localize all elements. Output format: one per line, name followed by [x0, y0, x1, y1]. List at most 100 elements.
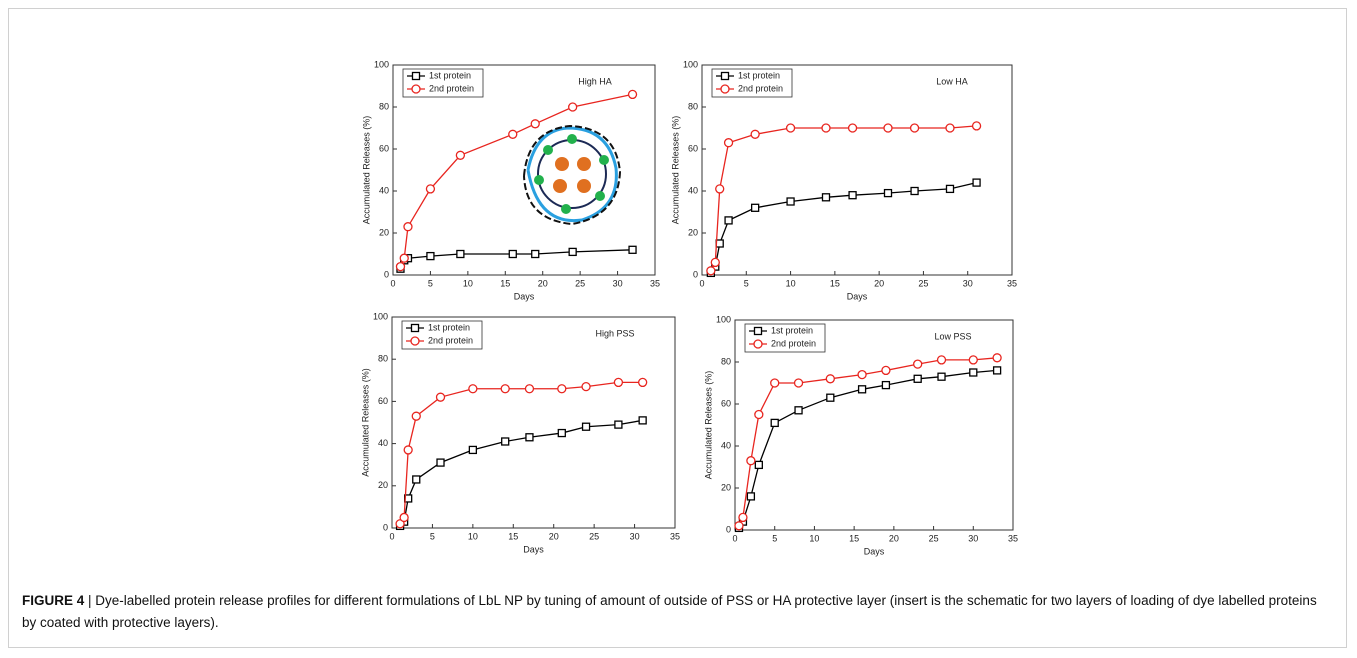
x-tick-label: 10 — [786, 278, 796, 288]
legend-marker — [410, 323, 420, 333]
figure-caption: FIGURE 4 | Dye-labelled protein release … — [22, 590, 1332, 634]
data-point — [468, 445, 478, 455]
data-point — [881, 380, 891, 390]
x-tick-label: 0 — [732, 533, 737, 543]
data-point — [613, 377, 624, 388]
x-tick-label: 35 — [670, 531, 680, 541]
data-point — [972, 178, 981, 187]
plot-frame — [734, 319, 1014, 531]
x-tick-label: 20 — [874, 278, 884, 288]
y-axis-title: Accumulated Releases (%) — [670, 116, 680, 225]
x-tick-label: 5 — [428, 278, 433, 288]
y-tick-label: 40 — [721, 440, 731, 450]
data-point — [581, 422, 591, 431]
data-point — [786, 197, 795, 206]
data-point — [395, 519, 405, 529]
data-point — [746, 492, 756, 501]
data-point — [403, 222, 413, 232]
data-point — [581, 381, 591, 392]
x-tick-label: 20 — [538, 278, 548, 288]
x-tick-label: 5 — [772, 533, 777, 543]
data-point — [945, 123, 955, 133]
series-line — [710, 125, 977, 272]
plot-frame — [701, 64, 1013, 276]
x-tick-label: 25 — [929, 533, 939, 543]
figure-charts: 0 5 10 15 20 25 30 35020406080100DaysAccumulate… — [360, 59, 1018, 556]
data-point — [468, 384, 478, 394]
panel-label: Low HA — [936, 76, 968, 86]
data-point — [847, 123, 858, 133]
data-point — [883, 123, 893, 133]
legend-label: 2nd protein — [771, 338, 816, 348]
y-tick-label: 100 — [374, 59, 389, 69]
data-point — [825, 374, 835, 384]
y-tick-label: 60 — [379, 143, 389, 153]
y-tick-label: 40 — [688, 185, 698, 195]
legend-marker — [753, 326, 763, 336]
x-tick-label: 20 — [889, 533, 899, 543]
data-point — [969, 368, 978, 377]
y-tick-label: 0 — [726, 524, 731, 534]
x-axis-title: Days — [864, 546, 885, 556]
data-point — [500, 384, 510, 394]
data-point — [628, 245, 637, 254]
legend-label: 2nd protein — [428, 335, 473, 345]
x-tick-label: 15 — [830, 278, 840, 288]
legend-marker — [411, 84, 421, 94]
data-point — [456, 249, 465, 259]
data-point — [557, 428, 566, 438]
data-point — [936, 355, 947, 365]
x-tick-label: 35 — [650, 278, 660, 288]
data-point — [508, 249, 517, 259]
data-point — [992, 366, 1002, 375]
y-tick-label: 20 — [721, 482, 731, 492]
data-point — [971, 121, 982, 131]
data-point — [857, 385, 867, 394]
data-point — [501, 437, 510, 446]
data-point — [794, 406, 803, 415]
data-point — [909, 123, 920, 133]
data-point — [723, 138, 734, 148]
legend-label: 2nd protein — [738, 83, 783, 93]
x-tick-label: 0 — [389, 531, 394, 541]
data-point — [937, 372, 946, 381]
y-tick-label: 20 — [688, 227, 698, 237]
y-tick-label: 80 — [379, 101, 389, 111]
panel-label: High PSS — [595, 328, 634, 338]
plot-frame — [392, 64, 656, 276]
y-axis-title: Accumulated Releases (%) — [361, 116, 371, 225]
data-point — [715, 239, 724, 248]
data-point — [770, 378, 780, 388]
data-point — [945, 184, 955, 194]
data-point — [821, 123, 831, 133]
data-point — [881, 365, 891, 376]
x-tick-label: 30 — [630, 531, 640, 541]
legend-label: 1st protein — [738, 70, 780, 80]
data-point — [399, 253, 409, 263]
data-point — [738, 512, 748, 523]
y-axis-title: Accumulated Releases (%) — [703, 371, 713, 480]
data-point — [706, 266, 716, 276]
data-point — [913, 374, 922, 383]
x-tick-label: 20 — [549, 531, 559, 541]
x-tick-label: 15 — [508, 531, 518, 541]
series-line — [710, 181, 977, 274]
data-point — [508, 129, 518, 139]
y-axis-title: Accumulated Releases (%) — [360, 368, 370, 477]
data-point — [785, 123, 796, 133]
y-tick-label: 60 — [688, 143, 698, 153]
legend-label: 1st protein — [428, 322, 470, 332]
panel-label: Low PSS — [934, 331, 971, 341]
legend-label: 2nd protein — [429, 83, 474, 93]
data-point — [399, 512, 409, 523]
data-point — [848, 191, 857, 200]
legend-marker — [720, 71, 730, 81]
data-point — [638, 416, 647, 425]
data-point — [754, 460, 763, 470]
data-point — [455, 150, 466, 160]
legend-marker — [720, 84, 730, 94]
x-tick-label: 25 — [575, 278, 585, 288]
data-point — [724, 216, 733, 225]
x-tick-label: 10 — [468, 531, 478, 541]
data-point — [614, 420, 623, 429]
